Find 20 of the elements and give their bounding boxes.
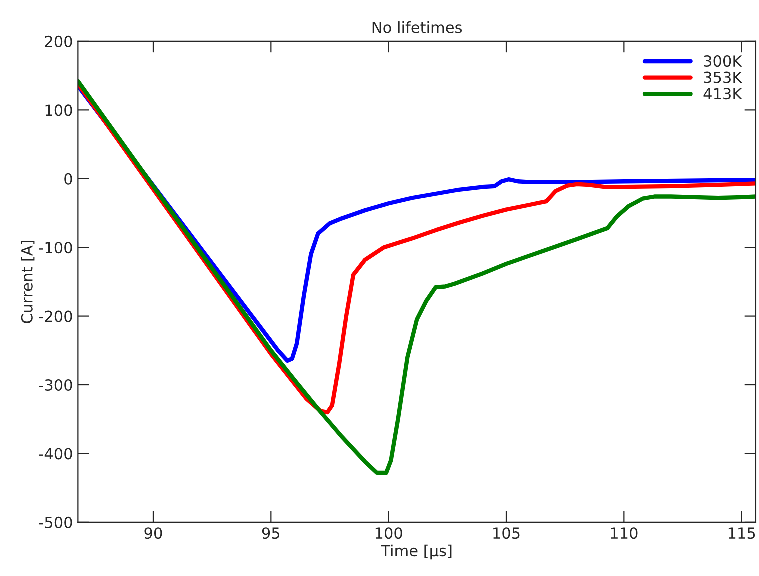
x-axis-title: Time [μs] [381,544,452,560]
x-tick-label: 110 [611,528,638,540]
y-tick-label: -300 [39,379,72,392]
y-tick-label: -100 [39,242,72,254]
x-tick-label: 115 [728,528,756,540]
y-tick-label: -200 [39,310,72,322]
y-tick-label: -500 [39,516,72,528]
y-tick-label: 0 [64,173,72,185]
legend-label: 300K [704,55,743,68]
x-tick-label: 105 [494,528,520,540]
x-tick-label: 90 [144,528,162,540]
y-tick-label: -400 [39,448,72,460]
y-tick-label: 200 [45,36,72,48]
chart-title: No lifetimes [372,22,462,34]
y-axis-title: Current [A] [21,240,35,324]
y-tick-label: 100 [46,104,72,116]
x-tick-label: 100 [376,528,402,540]
legend-label: 353K [704,72,743,84]
legend-label: 413K [704,88,743,100]
x-tick-label: 95 [262,528,280,540]
